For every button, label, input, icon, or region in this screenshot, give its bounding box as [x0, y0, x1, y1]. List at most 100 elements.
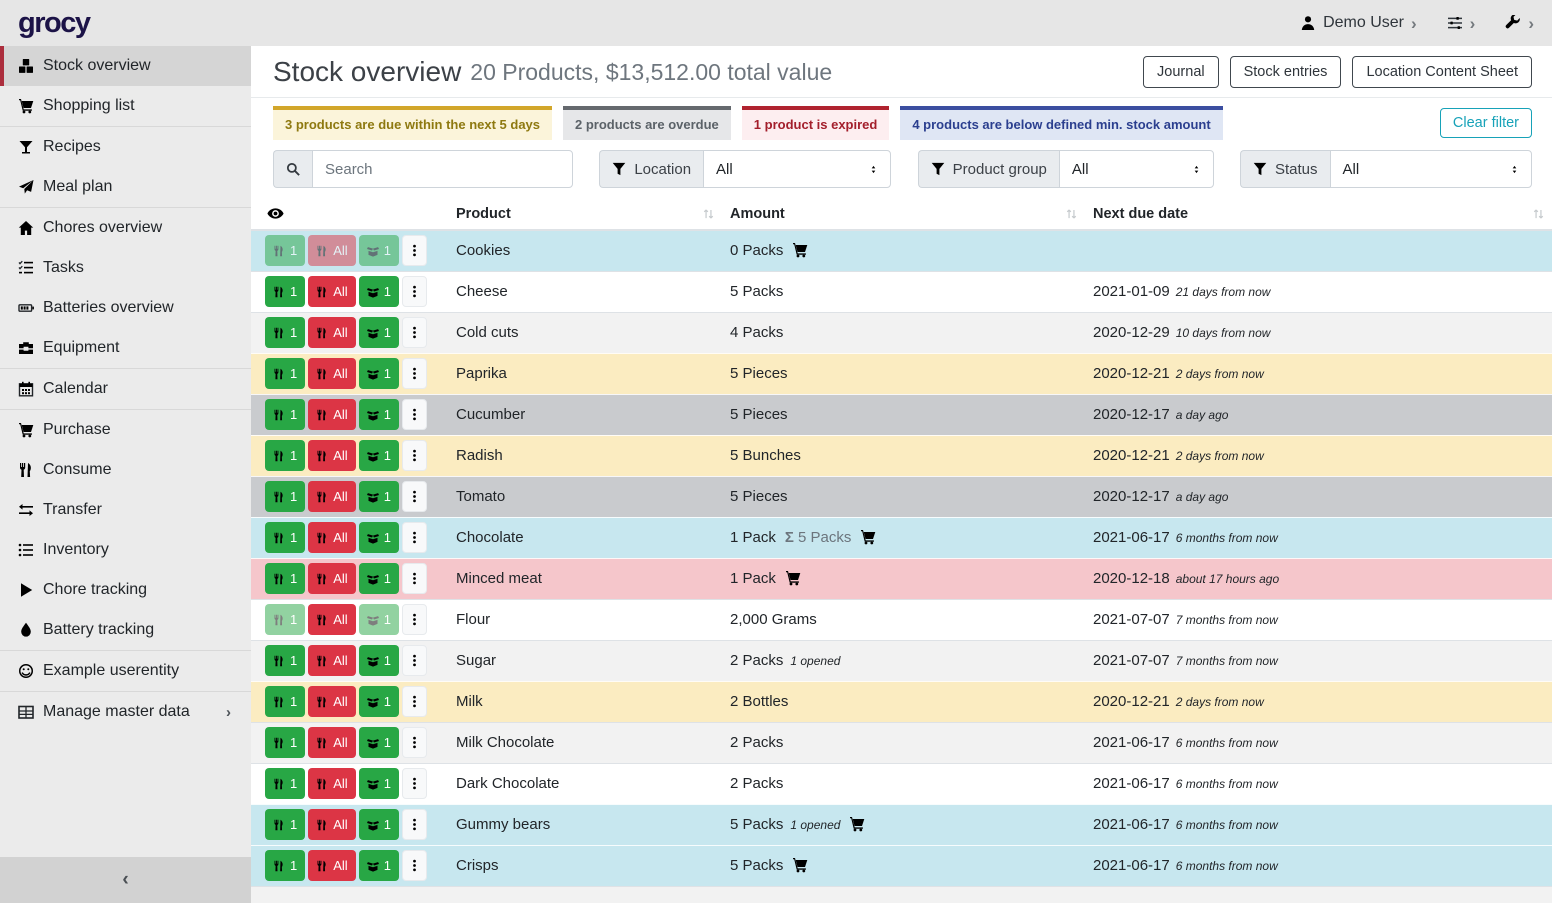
- consume-all-button[interactable]: All: [308, 809, 355, 840]
- sidebar-item-batteries-overview[interactable]: Batteries overview: [0, 288, 251, 328]
- row-menu-button[interactable]: [402, 481, 427, 512]
- sidebar-item-example-userentity[interactable]: Example userentity: [0, 651, 251, 691]
- consume-all-button[interactable]: All: [308, 850, 355, 881]
- product-group-filter-select[interactable]: All: [1059, 150, 1214, 188]
- consume-one-button[interactable]: 1: [265, 809, 305, 840]
- open-one-button[interactable]: 1: [359, 809, 399, 840]
- stock-entries-button[interactable]: Stock entries: [1230, 56, 1342, 88]
- consume-all-button[interactable]: All: [308, 481, 355, 512]
- consume-one-button[interactable]: 1: [265, 768, 305, 799]
- consume-all-button[interactable]: All: [308, 235, 355, 266]
- sidebar-item-manage-master-data[interactable]: Manage master data ›: [0, 692, 251, 732]
- row-menu-button[interactable]: [402, 686, 427, 717]
- sort-icon[interactable]: [702, 207, 715, 220]
- consume-all-button[interactable]: All: [308, 522, 355, 553]
- open-one-button[interactable]: 1: [359, 399, 399, 430]
- consume-all-button[interactable]: All: [308, 358, 355, 389]
- consume-one-button[interactable]: 1: [265, 686, 305, 717]
- sidebar-item-meal-plan[interactable]: Meal plan: [0, 167, 251, 207]
- consume-one-button[interactable]: 1: [265, 563, 305, 594]
- sidebar-item-chore-tracking[interactable]: Chore tracking: [0, 570, 251, 610]
- open-one-button[interactable]: 1: [359, 440, 399, 471]
- settings-menu[interactable]: ›: [1447, 15, 1476, 32]
- consume-all-button[interactable]: All: [308, 604, 355, 635]
- consume-one-button[interactable]: 1: [265, 235, 305, 266]
- sidebar-item-consume[interactable]: Consume: [0, 450, 251, 490]
- consume-all-button[interactable]: All: [308, 399, 355, 430]
- consume-all-button[interactable]: All: [308, 563, 355, 594]
- row-menu-button[interactable]: [402, 235, 427, 266]
- open-one-button[interactable]: 1: [359, 358, 399, 389]
- consume-one-button[interactable]: 1: [265, 604, 305, 635]
- row-menu-button[interactable]: [402, 399, 427, 430]
- alert-warning[interactable]: 3 products are due within the next 5 day…: [273, 106, 552, 140]
- sort-icon[interactable]: [1532, 207, 1545, 220]
- admin-menu[interactable]: ›: [1505, 15, 1534, 32]
- sidebar-item-tasks[interactable]: Tasks: [0, 248, 251, 288]
- sidebar-item-chores-overview[interactable]: Chores overview: [0, 208, 251, 248]
- consume-one-button[interactable]: 1: [265, 727, 305, 758]
- consume-all-button[interactable]: All: [308, 276, 355, 307]
- location-content-sheet-button[interactable]: Location Content Sheet: [1352, 56, 1532, 88]
- open-one-button[interactable]: 1: [359, 276, 399, 307]
- column-next-due-date[interactable]: Next due date: [1085, 198, 1552, 230]
- row-menu-button[interactable]: [402, 604, 427, 635]
- open-one-button[interactable]: 1: [359, 563, 399, 594]
- column-product[interactable]: Product: [448, 198, 722, 230]
- consume-all-button[interactable]: All: [308, 645, 355, 676]
- column-amount[interactable]: Amount: [722, 198, 1085, 230]
- consume-one-button[interactable]: 1: [265, 399, 305, 430]
- row-menu-button[interactable]: [402, 276, 427, 307]
- sidebar-item-equipment[interactable]: Equipment: [0, 328, 251, 368]
- consume-one-button[interactable]: 1: [265, 276, 305, 307]
- open-one-button[interactable]: 1: [359, 235, 399, 266]
- sidebar-item-shopping-list[interactable]: Shopping list: [0, 86, 251, 126]
- sidebar-item-battery-tracking[interactable]: Battery tracking: [0, 610, 251, 650]
- sidebar-item-calendar[interactable]: Calendar: [0, 369, 251, 409]
- open-one-button[interactable]: 1: [359, 604, 399, 635]
- consume-all-button[interactable]: All: [308, 727, 355, 758]
- sidebar-item-transfer[interactable]: Transfer: [0, 490, 251, 530]
- consume-one-button[interactable]: 1: [265, 645, 305, 676]
- sidebar-collapse-button[interactable]: ‹: [0, 857, 251, 903]
- open-one-button[interactable]: 1: [359, 850, 399, 881]
- consume-all-button[interactable]: All: [308, 768, 355, 799]
- row-menu-button[interactable]: [402, 522, 427, 553]
- search-input[interactable]: [312, 150, 573, 188]
- alert-secondary[interactable]: 2 products are overdue: [563, 106, 731, 140]
- consume-all-button[interactable]: All: [308, 440, 355, 471]
- sidebar-item-recipes[interactable]: Recipes: [0, 127, 251, 167]
- consume-one-button[interactable]: 1: [265, 522, 305, 553]
- location-filter-select[interactable]: All: [703, 150, 891, 188]
- open-one-button[interactable]: 1: [359, 481, 399, 512]
- sidebar-item-inventory[interactable]: Inventory: [0, 530, 251, 570]
- consume-one-button[interactable]: 1: [265, 440, 305, 471]
- sort-icon[interactable]: [1065, 207, 1078, 220]
- consume-all-button[interactable]: All: [308, 686, 355, 717]
- open-one-button[interactable]: 1: [359, 522, 399, 553]
- consume-one-button[interactable]: 1: [265, 481, 305, 512]
- row-menu-button[interactable]: [402, 317, 427, 348]
- clear-filter-button[interactable]: Clear filter: [1440, 108, 1532, 138]
- consume-all-button[interactable]: All: [308, 317, 355, 348]
- eye-icon[interactable]: [267, 205, 284, 222]
- row-menu-button[interactable]: [402, 727, 427, 758]
- alert-info-blue[interactable]: 4 products are below defined min. stock …: [900, 106, 1222, 140]
- row-menu-button[interactable]: [402, 563, 427, 594]
- sidebar-item-purchase[interactable]: Purchase: [0, 410, 251, 450]
- open-one-button[interactable]: 1: [359, 768, 399, 799]
- open-one-button[interactable]: 1: [359, 727, 399, 758]
- open-one-button[interactable]: 1: [359, 645, 399, 676]
- journal-button[interactable]: Journal: [1143, 56, 1219, 88]
- row-menu-button[interactable]: [402, 645, 427, 676]
- row-menu-button[interactable]: [402, 440, 427, 471]
- consume-one-button[interactable]: 1: [265, 850, 305, 881]
- sidebar-item-stock-overview[interactable]: Stock overview: [0, 46, 251, 86]
- consume-one-button[interactable]: 1: [265, 358, 305, 389]
- consume-one-button[interactable]: 1: [265, 317, 305, 348]
- status-filter-select[interactable]: All: [1330, 150, 1532, 188]
- row-menu-button[interactable]: [402, 850, 427, 881]
- row-menu-button[interactable]: [402, 768, 427, 799]
- user-menu[interactable]: Demo User ›: [1300, 14, 1417, 32]
- open-one-button[interactable]: 1: [359, 317, 399, 348]
